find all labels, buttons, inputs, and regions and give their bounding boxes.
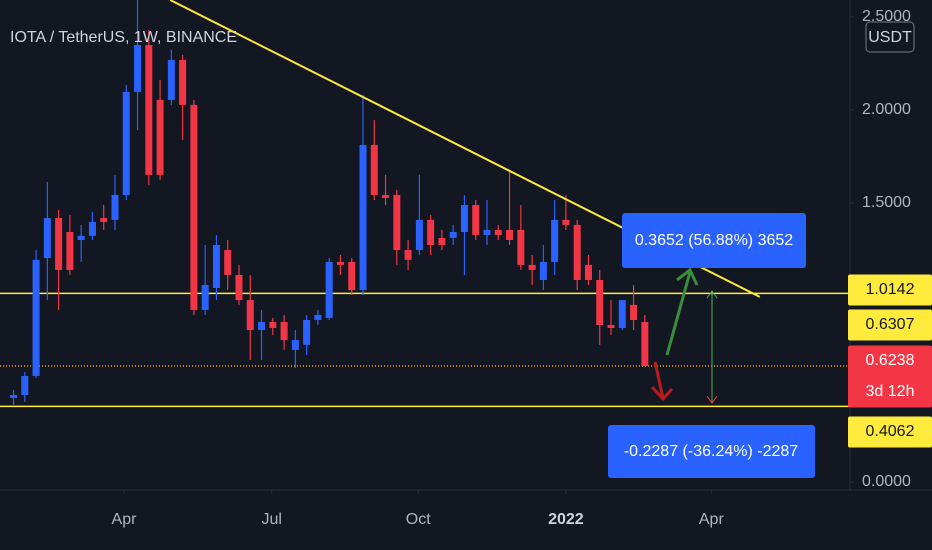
chart-title: IOTA / TetherUS, 1W, BINANCE xyxy=(10,29,237,46)
price-tag-label: 0.4062 xyxy=(866,423,915,440)
candle-body xyxy=(562,219,570,225)
candle-body xyxy=(517,229,525,265)
price-tag xyxy=(848,345,932,408)
candle-body xyxy=(528,264,536,270)
candle-body xyxy=(88,221,96,236)
candle-body xyxy=(596,279,604,325)
target-arrow-down xyxy=(650,361,674,402)
candle-body xyxy=(472,205,480,235)
candle-body xyxy=(494,229,502,235)
candle-body xyxy=(573,224,581,280)
x-tick-label: Apr xyxy=(112,511,138,528)
price-tag-label: 0.6307 xyxy=(866,316,915,333)
y-tick-label: 1.5000 xyxy=(862,194,911,211)
candle-body xyxy=(641,322,649,366)
measure-arrow-down xyxy=(706,395,718,404)
candle-body xyxy=(630,304,638,320)
candle-body xyxy=(100,218,108,222)
candle-body xyxy=(167,59,175,100)
candle-body xyxy=(483,229,491,235)
measure-box xyxy=(622,213,806,268)
candle-body xyxy=(359,144,367,291)
price-tag xyxy=(848,274,932,306)
y-tick-label: 2.0000 xyxy=(862,101,911,118)
candle-body xyxy=(314,314,322,320)
candle-body xyxy=(179,59,187,105)
candle-body xyxy=(382,194,390,198)
candle-body xyxy=(134,45,142,92)
candle-body xyxy=(55,218,63,270)
candle-body xyxy=(325,261,333,318)
price-tag-label: 1.0142 xyxy=(866,281,915,298)
x-tick-label: 2022 xyxy=(548,511,584,528)
y-tick-label: 2.5000 xyxy=(862,8,911,25)
measure-label: -0.2287 (-36.24%) -2287 xyxy=(624,443,798,460)
x-tick-label: Jul xyxy=(261,511,281,528)
candle-body xyxy=(156,99,164,175)
candle-body xyxy=(607,324,615,328)
currency-button[interactable] xyxy=(865,21,915,53)
candle-body xyxy=(32,259,40,376)
y-tick-label: 0.0000 xyxy=(862,473,911,490)
candle-body xyxy=(201,284,209,310)
candle-body xyxy=(246,300,254,331)
y-axis: 2.5000 2.0000 1.5000 0.0000 Apr Jul Oct 2022 Apr… xyxy=(112,8,932,528)
candle-body xyxy=(269,322,277,328)
plot-area xyxy=(0,0,850,408)
x-tick-label: Apr xyxy=(699,511,725,528)
candle-body xyxy=(212,245,220,288)
candle-body xyxy=(303,319,311,345)
candle-body xyxy=(190,104,198,310)
candle-body xyxy=(551,219,559,262)
x-tick-label: Oct xyxy=(406,511,431,528)
candle-body xyxy=(258,322,266,331)
candle-body xyxy=(618,300,626,328)
candle-body xyxy=(291,340,299,350)
measure-label: 0.3652 (56.88%) 3652 xyxy=(635,232,793,249)
candle-body xyxy=(280,322,288,341)
candle-body xyxy=(539,261,547,280)
price-tag-label: 0.6238 xyxy=(866,352,915,369)
currency-label: USDT xyxy=(868,29,912,46)
price-tag xyxy=(848,309,932,341)
candle-body xyxy=(21,375,29,395)
candle-body xyxy=(235,274,243,301)
candle-body xyxy=(10,394,18,398)
candle-body xyxy=(415,219,423,251)
candle-body xyxy=(43,218,51,259)
price-tag xyxy=(848,416,932,448)
measure-arrow-up xyxy=(706,290,718,299)
candle-body xyxy=(393,194,401,251)
candle-body xyxy=(66,231,74,270)
countdown: 3d 12h xyxy=(866,383,915,400)
candle-body xyxy=(506,229,514,240)
candle-body xyxy=(584,264,592,280)
candle-body xyxy=(122,91,130,195)
candle-body xyxy=(427,219,435,245)
candle-body xyxy=(404,250,412,260)
candle-body xyxy=(460,205,468,232)
candle-body xyxy=(77,235,85,240)
candle-body xyxy=(370,144,378,195)
candle-body xyxy=(145,45,153,175)
candle-body xyxy=(438,237,446,245)
candle-body xyxy=(348,261,356,291)
candle-body xyxy=(224,250,232,275)
candle-body xyxy=(336,261,344,265)
candle-body xyxy=(449,231,457,238)
target-arrow-up xyxy=(665,267,699,356)
candle-body xyxy=(111,194,119,220)
measure-box xyxy=(608,425,815,478)
